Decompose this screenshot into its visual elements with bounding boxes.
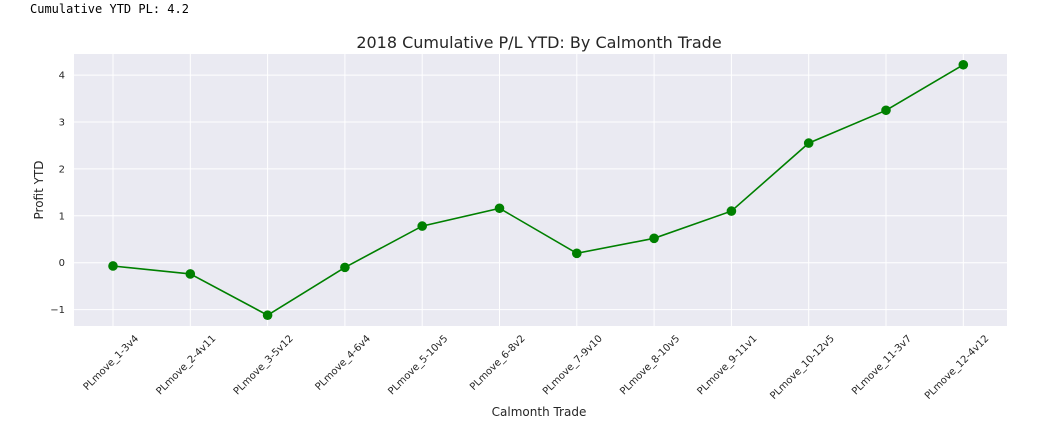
x-axis-label: Calmonth Trade bbox=[492, 405, 587, 419]
x-tick-label: PLmove_9-11v1 bbox=[696, 333, 760, 397]
y-tick-label: 4 bbox=[59, 71, 65, 82]
y-tick-label: 1 bbox=[59, 211, 65, 222]
data-point bbox=[340, 262, 350, 273]
data-point bbox=[494, 203, 505, 214]
console-output: Cumulative YTD PL: 4.2 bbox=[30, 2, 189, 16]
data-point bbox=[185, 269, 196, 279]
data-point bbox=[417, 221, 428, 231]
data-point bbox=[572, 248, 582, 259]
x-tick-label: PLmove_2-4v11 bbox=[154, 333, 218, 397]
grid-lines bbox=[74, 54, 1007, 326]
y-tick-label: 3 bbox=[59, 118, 65, 129]
x-tick-label: PLmove_8-10v5 bbox=[618, 333, 682, 397]
y-tick-label: −1 bbox=[50, 305, 65, 316]
x-tick-label: PLmove_7-9v10 bbox=[541, 333, 605, 397]
x-tick-label: PLmove_11-3v7 bbox=[850, 333, 914, 397]
x-tick-label: PLmove_1-3v4 bbox=[82, 333, 142, 393]
x-tick-labels: PLmove_1-3v4 PLmove_2-4v11 PLmove_3-5v12 PL… bbox=[82, 333, 992, 402]
data-point bbox=[881, 105, 891, 116]
data-point bbox=[108, 261, 118, 271]
data-point bbox=[958, 59, 969, 70]
y-tick-label: 2 bbox=[59, 164, 65, 175]
x-tick-label: PLmove_4-6v4 bbox=[314, 333, 374, 393]
x-tick-label: PLmove_6-8v2 bbox=[468, 333, 528, 393]
series-markers bbox=[108, 59, 969, 321]
y-tick-label: 0 bbox=[59, 258, 65, 269]
x-tick-label: PLmove_10-12v5 bbox=[768, 333, 837, 402]
plot-area bbox=[74, 54, 1007, 326]
x-tick-label: PLmove_12-4v12 bbox=[923, 333, 992, 402]
data-point bbox=[803, 138, 814, 148]
y-tick-labels: −1 0 1 2 3 4 bbox=[50, 71, 65, 316]
x-tick-label: PLmove_5-10v5 bbox=[386, 333, 450, 397]
data-point bbox=[726, 206, 737, 216]
chart-title: 2018 Cumulative P/L YTD: By Calmonth Tra… bbox=[356, 33, 721, 52]
series-line bbox=[112, 64, 964, 317]
data-point bbox=[262, 310, 273, 321]
data-point bbox=[649, 233, 659, 244]
x-tick-label: PLmove_3-5v12 bbox=[232, 333, 296, 397]
y-axis-label: Profit YTD bbox=[32, 160, 46, 219]
